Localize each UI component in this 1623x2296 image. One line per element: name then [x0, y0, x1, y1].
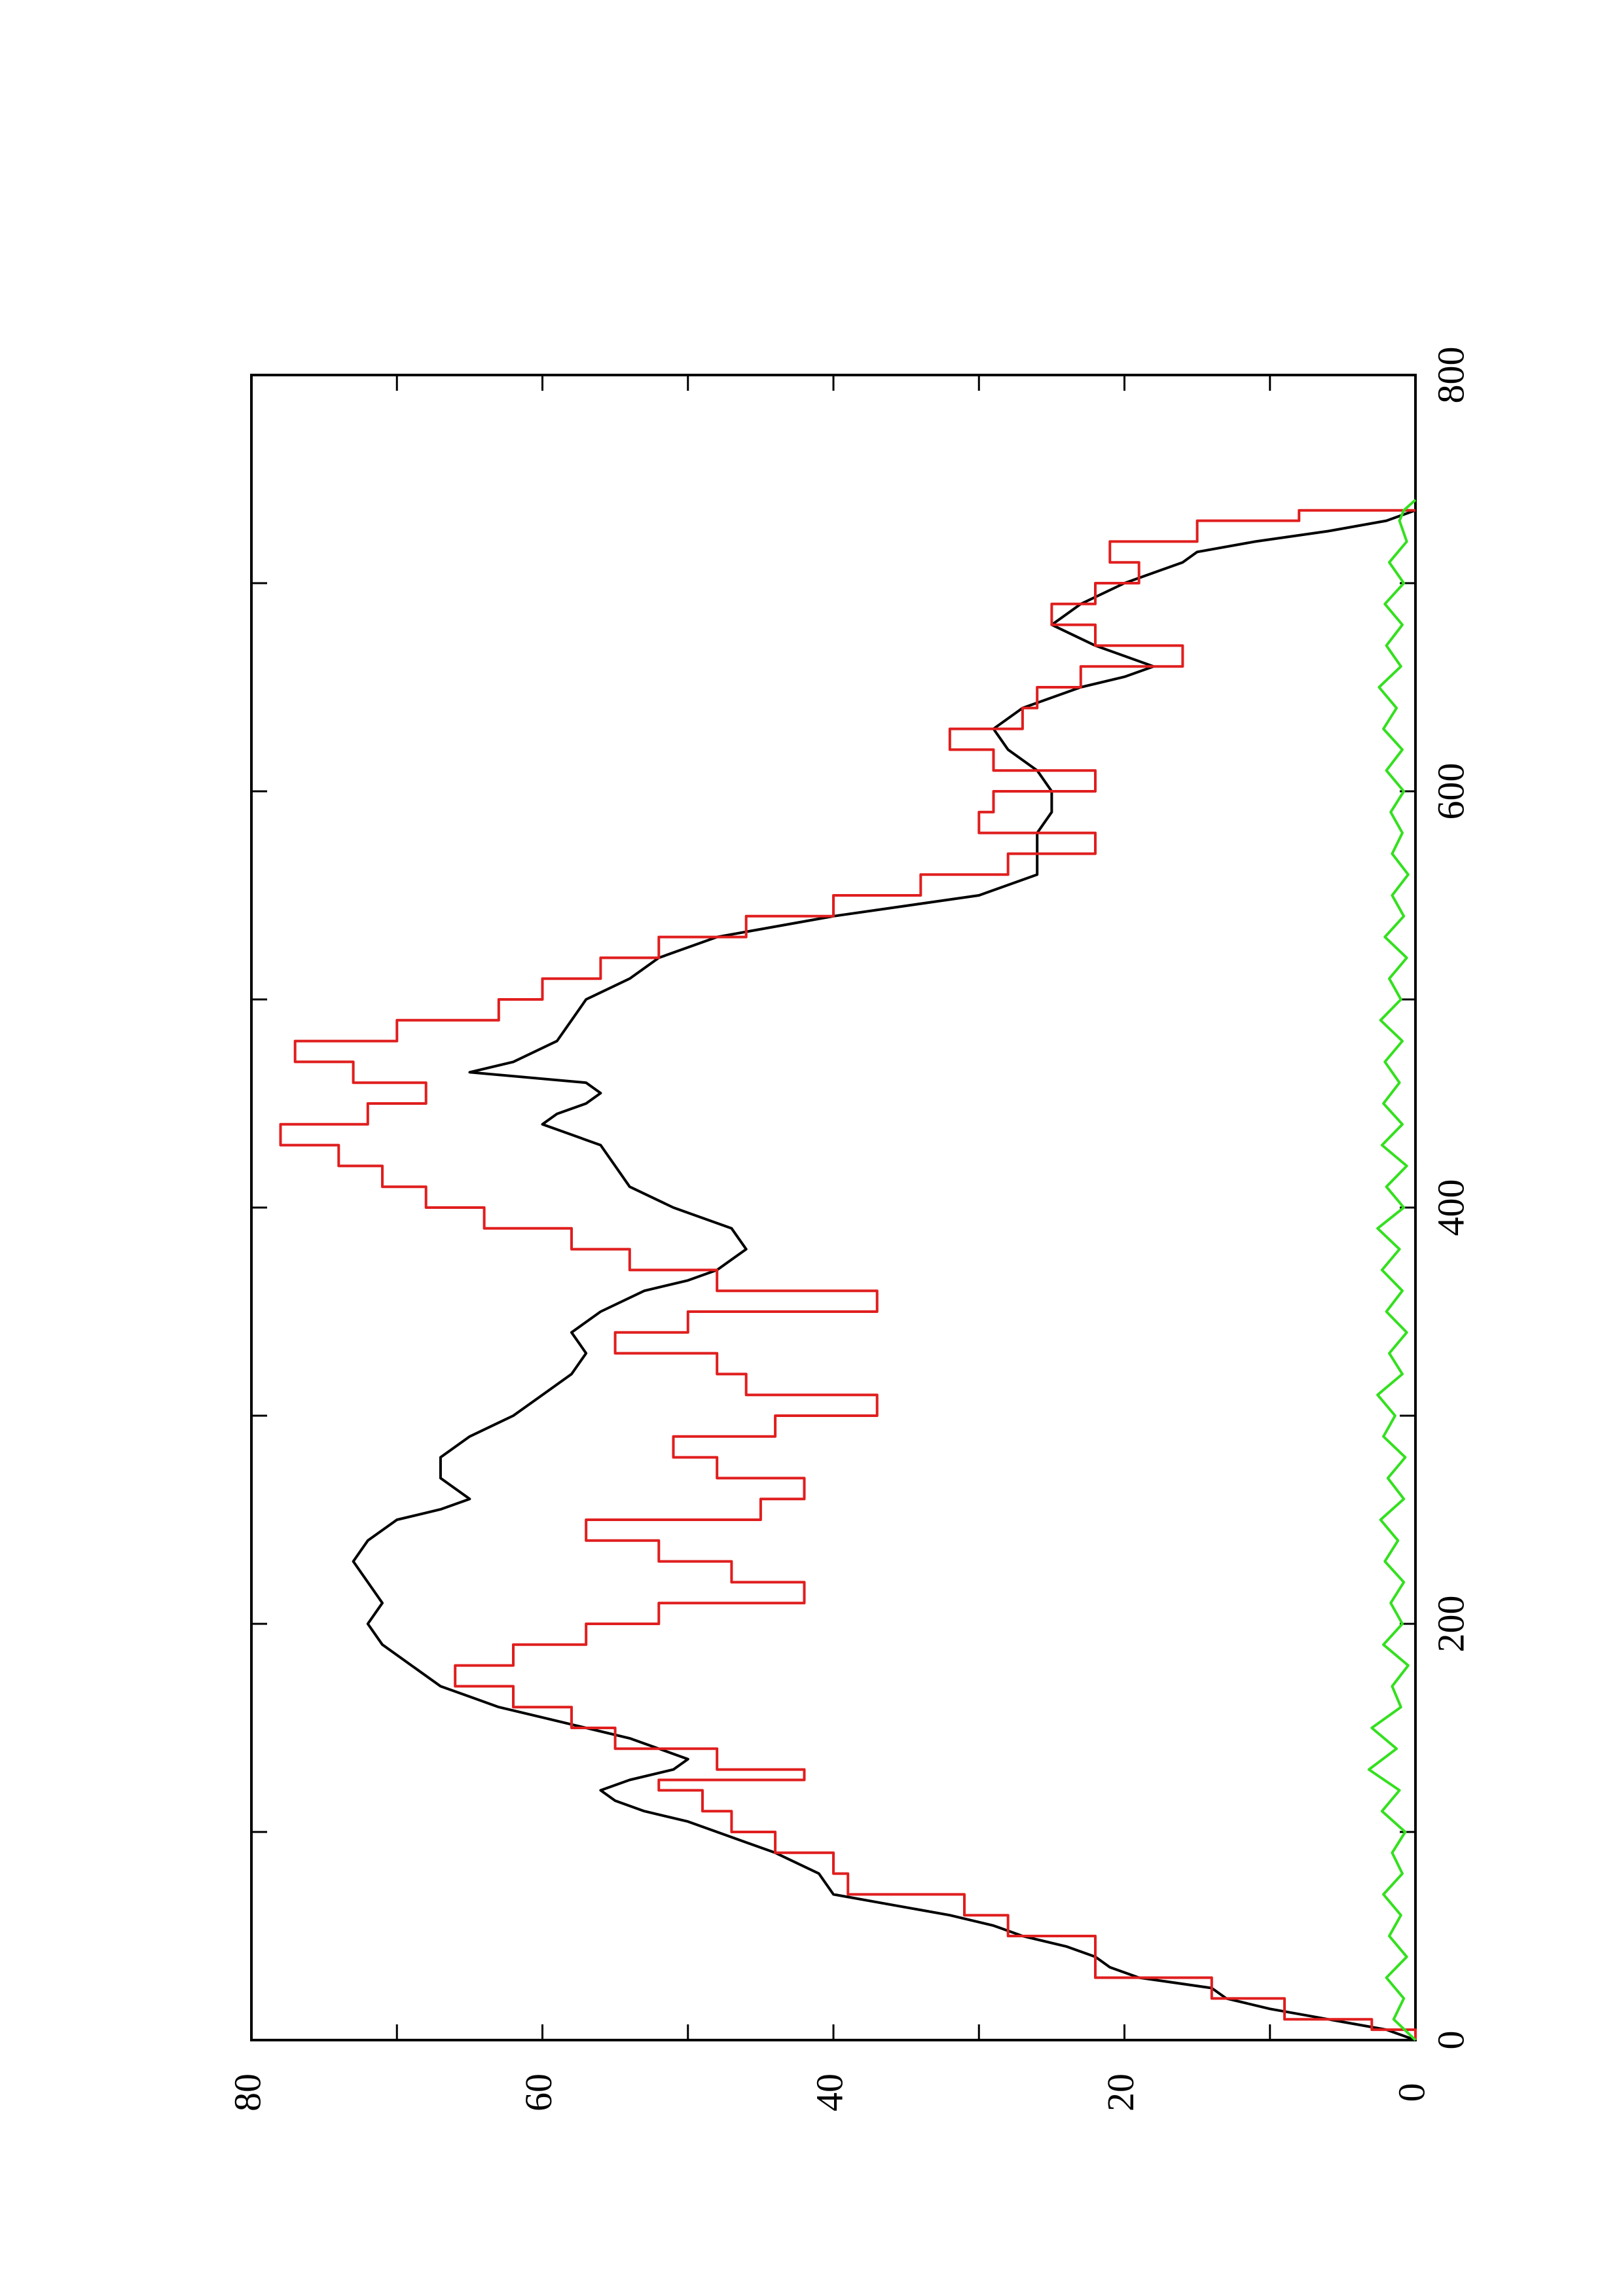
series-layer	[279, 499, 1417, 2041]
series-line-3	[1367, 499, 1417, 2041]
series-line-1	[352, 509, 1416, 2041]
y-tick-label: 60	[517, 2073, 560, 2111]
y-tick-label: 80	[226, 2073, 268, 2111]
axis-ticks	[250, 374, 1417, 2041]
x-tick-label: 0	[1429, 2031, 1472, 2050]
series-line-2	[279, 509, 1417, 2040]
axis-tick-labels: 0 200 400 600 800 0 20 40 60 80	[226, 347, 1472, 2112]
y-tick-label: 0	[1390, 2083, 1432, 2102]
x-tick-label: 600	[1429, 763, 1472, 820]
y-tick-label: 40	[808, 2073, 850, 2111]
y-tick-label: 20	[1099, 2073, 1142, 2111]
x-tick-label: 400	[1429, 1179, 1472, 1236]
x-tick-label: 200	[1429, 1596, 1472, 1653]
x-tick-label: 800	[1429, 347, 1472, 404]
